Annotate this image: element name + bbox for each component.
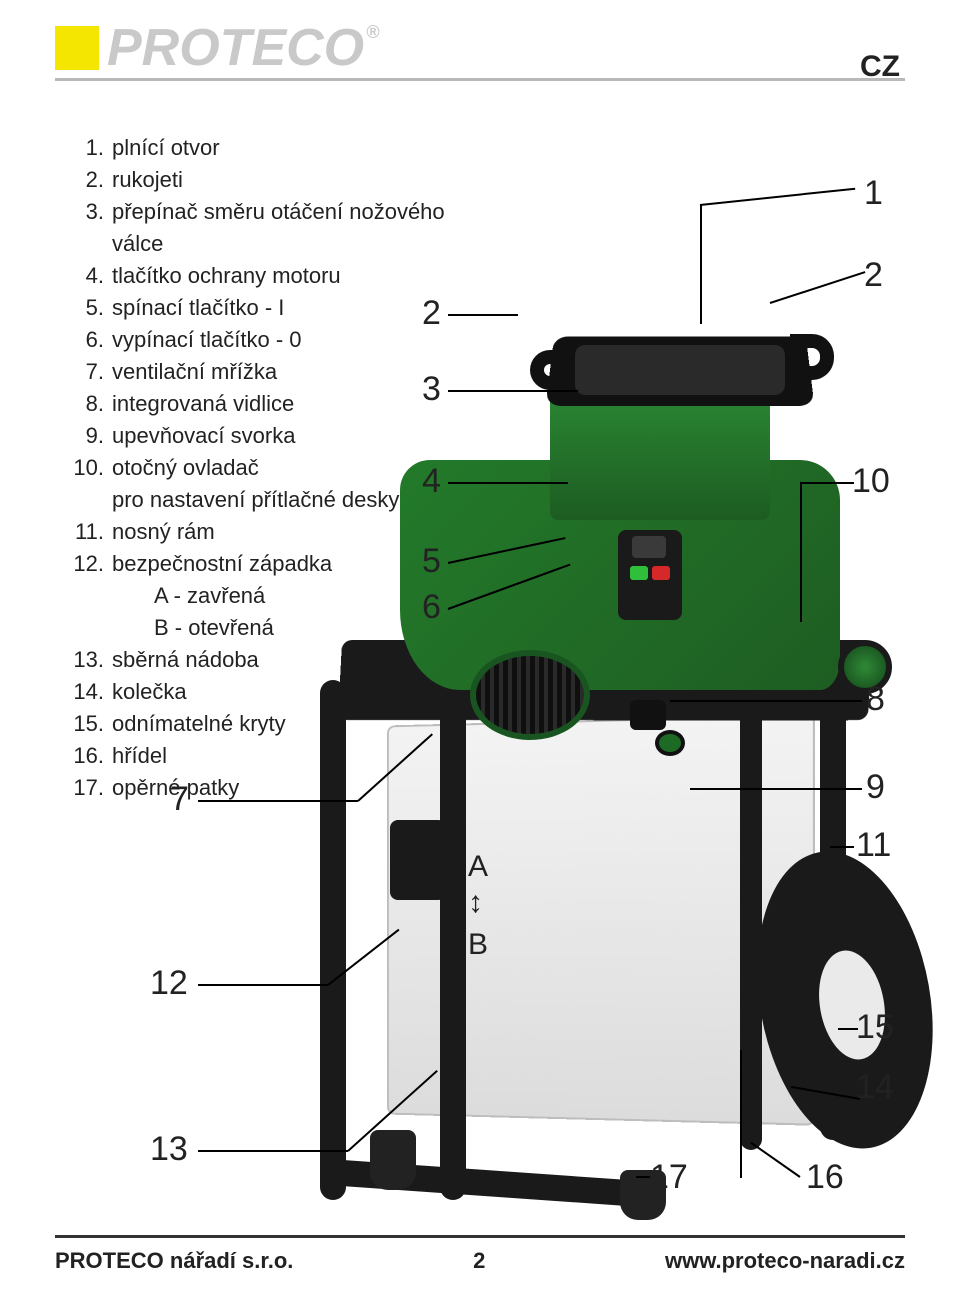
bin-latch [390,820,446,900]
callout-1: 1 [864,174,883,213]
frame-left [320,680,346,1200]
callout-2l: 2 [422,294,441,333]
off-button [652,566,670,580]
leader-1 [700,204,702,324]
frame-left-2 [440,680,466,1200]
product-illustration [320,290,890,1190]
callout-13: 13 [150,1130,188,1169]
leader-1b [700,188,855,206]
integrated-plug [630,700,666,730]
footer-page-number: 2 [473,1248,485,1274]
leader-8 [670,700,862,702]
handle-left [530,350,570,390]
leader-4 [448,482,568,484]
callout-10: 10 [852,462,890,501]
callout-6: 6 [422,588,441,627]
callout-14: 14 [856,1068,894,1107]
leader-10a [800,482,854,484]
leader-2l [448,314,518,316]
on-button [630,566,648,580]
callout-7: 7 [170,780,189,819]
leader-9 [690,788,862,790]
fixing-clamp [655,730,685,756]
support-foot-left [370,1130,416,1190]
footer-company: PROTECO nářadí s.r.o. [55,1248,293,1274]
callout-17: 17 [650,1158,688,1197]
diagram-stage: 1 2 10 8 9 11 15 14 16 17 2 3 4 5 6 7 12… [0,0,960,1292]
footer-rule [55,1235,905,1238]
callout-4: 4 [422,462,441,501]
callout-11: 11 [856,826,891,865]
callout-5: 5 [422,542,441,581]
leader-10b [800,482,802,622]
callout-3: 3 [422,370,441,409]
leader-3 [448,390,578,392]
page-footer: PROTECO nářadí s.r.o. 2 www.proteco-nara… [55,1248,905,1274]
ab-arrow-icon: ↕ [468,886,483,920]
label-b: B [468,928,488,962]
ventilation-grille [470,650,590,740]
callout-8: 8 [866,680,885,719]
footer-url: www.proteco-naradi.cz [665,1248,905,1274]
callout-12: 12 [150,964,188,1003]
callout-9: 9 [866,768,885,807]
feed-hopper-opening [575,345,785,395]
leader-15 [838,1028,858,1030]
motor-head [400,340,840,690]
label-a: A [468,850,488,884]
leader-17 [636,1176,650,1178]
leader-12a [198,984,328,986]
leader-16b [740,1050,742,1178]
callout-2r: 2 [864,256,883,295]
leader-13a [198,1150,348,1152]
callout-16: 16 [806,1158,844,1197]
direction-switch [632,536,666,558]
handle-right [790,334,834,380]
leader-11 [830,846,854,848]
callout-15: 15 [856,1008,894,1047]
frame-right-2 [740,670,762,1150]
leader-7a [198,800,358,802]
